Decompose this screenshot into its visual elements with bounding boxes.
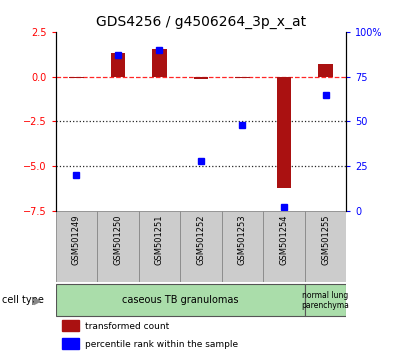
- Text: GSM501252: GSM501252: [197, 215, 205, 265]
- Bar: [263, 211, 305, 282]
- Bar: [111, 53, 125, 76]
- Text: GSM501255: GSM501255: [321, 215, 330, 265]
- Bar: [56, 284, 305, 316]
- Bar: [305, 284, 346, 316]
- Bar: [180, 211, 222, 282]
- Bar: [318, 64, 333, 76]
- Text: normal lung
parenchyma: normal lung parenchyma: [302, 291, 349, 310]
- Text: GSM501253: GSM501253: [238, 215, 247, 265]
- Bar: [194, 76, 208, 79]
- Title: GDS4256 / g4506264_3p_x_at: GDS4256 / g4506264_3p_x_at: [96, 16, 306, 29]
- Text: percentile rank within the sample: percentile rank within the sample: [85, 339, 238, 349]
- Text: GSM501251: GSM501251: [155, 215, 164, 265]
- Text: GSM501254: GSM501254: [279, 215, 289, 265]
- Text: caseous TB granulomas: caseous TB granulomas: [122, 295, 238, 306]
- Bar: [222, 211, 263, 282]
- Bar: [56, 211, 97, 282]
- Bar: [277, 76, 291, 188]
- Bar: [62, 320, 79, 331]
- Text: cell type: cell type: [2, 295, 44, 306]
- Bar: [305, 211, 346, 282]
- Bar: [139, 211, 180, 282]
- Bar: [69, 76, 84, 78]
- Bar: [62, 338, 79, 349]
- Text: GSM501249: GSM501249: [72, 215, 81, 265]
- Bar: [97, 211, 139, 282]
- Text: GSM501250: GSM501250: [113, 215, 123, 265]
- Text: ▶: ▶: [34, 295, 41, 306]
- Text: transformed count: transformed count: [85, 322, 169, 331]
- Bar: [152, 49, 167, 76]
- Bar: [235, 76, 250, 78]
